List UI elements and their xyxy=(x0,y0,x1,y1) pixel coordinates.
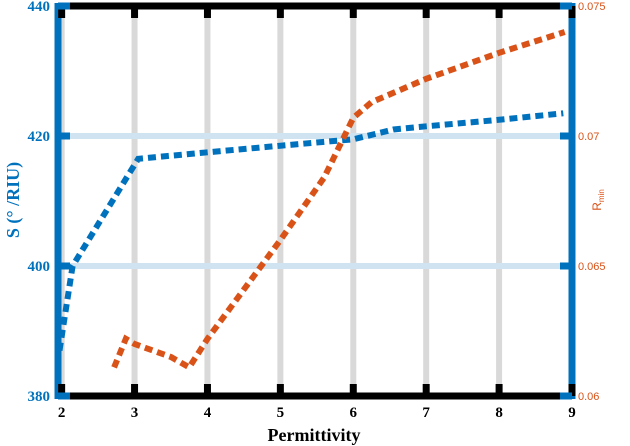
y2-axis-label-sub: min xyxy=(597,189,606,202)
grid xyxy=(58,6,575,396)
x-tick-label-6: 6 xyxy=(350,405,358,421)
plot-series xyxy=(56,29,566,372)
x-tick-label-2: 2 xyxy=(58,405,66,421)
x-tick-label-3: 3 xyxy=(131,405,139,421)
y-tick-label-380: 380 xyxy=(28,389,51,405)
y2-tick-label-3: 0.075 xyxy=(578,1,606,13)
y2-tick-label-2: 0.07 xyxy=(578,131,599,143)
y-tick-label-440: 440 xyxy=(28,0,51,15)
x-tick-label-9: 9 xyxy=(568,405,576,421)
y2-tick-label-1: 0.065 xyxy=(578,261,606,273)
x-tick-label-7: 7 xyxy=(422,405,430,421)
y2-axis-label-main: R xyxy=(590,202,604,211)
x-axis-label: Permittivity xyxy=(268,425,361,445)
tick-labels: 2 3 4 5 6 7 8 9 380 400 420 440 0.06 0.065 0.07 0.075 xyxy=(28,0,606,421)
series-line-2-right xyxy=(111,29,566,372)
y-axis-label: S (° /RIU) xyxy=(3,162,24,238)
axes-frame xyxy=(54,2,576,400)
x-tick-label-5: 5 xyxy=(277,405,285,421)
x-tick-label-4: 4 xyxy=(204,405,212,421)
x-tick-label-8: 8 xyxy=(495,405,503,421)
y2-axis-label: Rmin xyxy=(590,189,606,211)
y-tick-label-420: 420 xyxy=(28,129,51,145)
series-line-1-left xyxy=(56,110,564,351)
y2-tick-label-0: 0.06 xyxy=(578,391,599,403)
y-tick-label-400: 400 xyxy=(28,259,51,275)
